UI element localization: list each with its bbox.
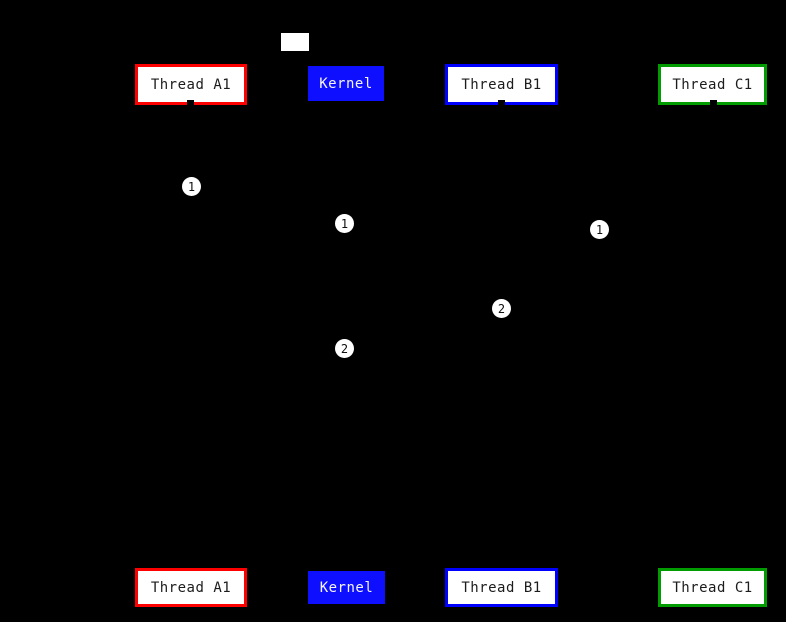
entity-box-thread-a1-top: Thread A1: [135, 64, 247, 105]
entity-box-kernel-top: Kernel: [308, 66, 384, 101]
entity-box-thread-a1-bottom: Thread A1: [135, 568, 247, 607]
entity-box-thread-c1-top: Thread C1: [658, 64, 767, 105]
lifeline-notch-b1-top: [498, 100, 505, 105]
note-box: [281, 33, 309, 51]
marker-circle-1-right: 1: [590, 220, 609, 239]
entity-box-thread-b1-top: Thread B1: [445, 64, 558, 105]
marker-circle-2-thread-b1: 2: [492, 299, 511, 318]
entity-box-kernel-bottom: Kernel: [308, 571, 385, 604]
lifeline-notch-b1-bottom: [499, 564, 506, 569]
lifeline-notch-c1-bottom: [711, 564, 718, 569]
entity-box-thread-c1-bottom: Thread C1: [658, 568, 767, 607]
marker-circle-1-kernel: 1: [335, 214, 354, 233]
entity-box-thread-b1-bottom: Thread B1: [445, 568, 558, 607]
marker-circle-1-thread-a1: 1: [182, 177, 201, 196]
lifeline-notch-a1-bottom: [187, 564, 194, 569]
marker-circle-2-kernel: 2: [335, 339, 354, 358]
lifeline-notch-c1-top: [710, 100, 717, 105]
lifeline-notch-a1-top: [187, 100, 194, 105]
